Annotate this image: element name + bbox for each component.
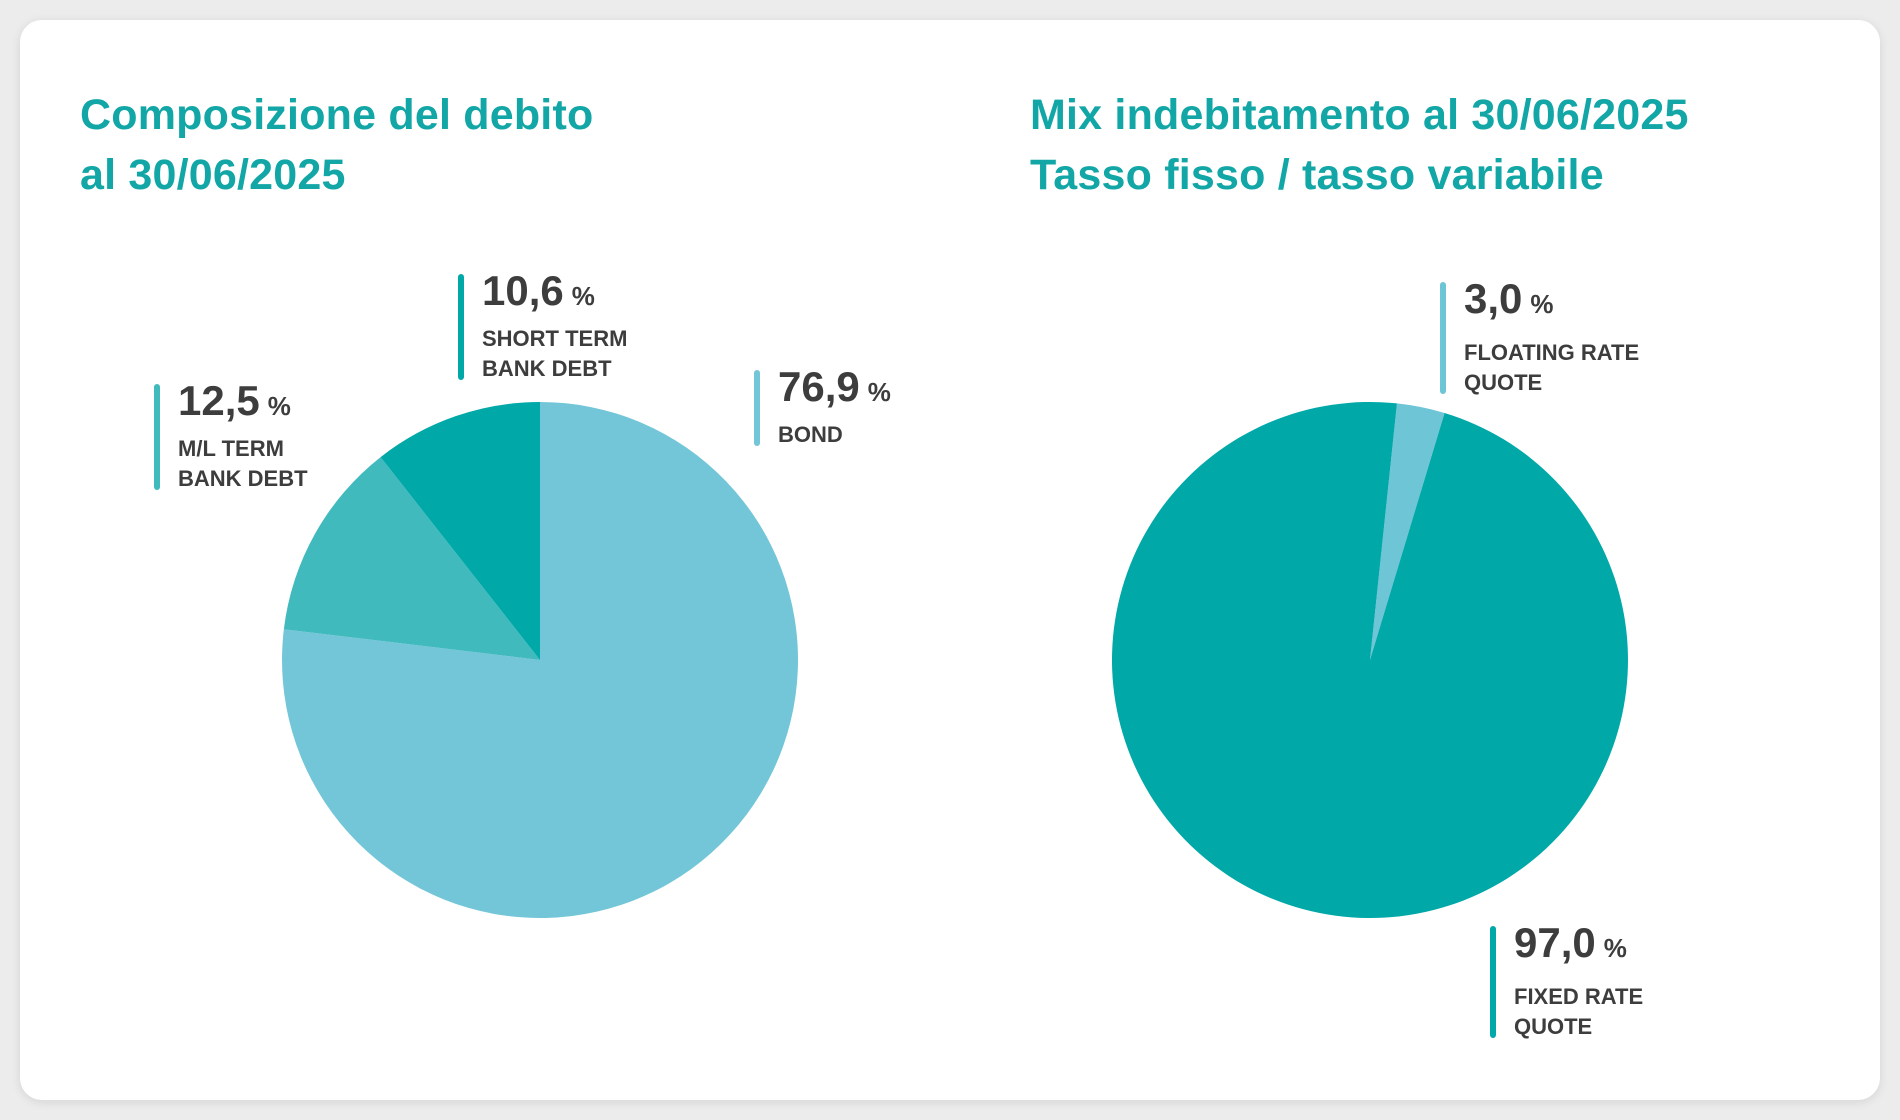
data-label: 76,9%	[778, 364, 891, 420]
slice-label-line: BANK DEBT	[178, 466, 308, 491]
slice-value: 97,0	[1514, 919, 1596, 966]
percent-unit: %	[867, 377, 891, 407]
percent-unit: %	[571, 281, 595, 311]
slice-value: 12,5	[178, 377, 260, 424]
slice-value: 76,9	[778, 363, 860, 410]
callout-marker	[458, 274, 464, 380]
chart-title-line: Tasso fisso / tasso variabile	[1030, 151, 1604, 199]
data-label: 3,0%	[1464, 276, 1639, 332]
callout-marker	[754, 370, 760, 446]
pie-chart-composition	[282, 402, 799, 918]
pie-slice-m-l-term-bank-debt	[283, 457, 540, 660]
percent-unit: %	[267, 391, 291, 421]
pie-slice-short-term-bank-debt	[380, 402, 540, 660]
pie-slice-bond	[282, 402, 799, 918]
callout-marker	[154, 384, 160, 490]
pie-chart-rate-mix	[1111, 401, 1628, 918]
callout-marker	[1440, 282, 1446, 394]
callout-marker	[1490, 926, 1496, 1038]
slice-label-line: QUOTE	[1514, 1014, 1593, 1039]
chart-title-composition: Composizione del debito al 30/06/2025	[80, 85, 593, 205]
slice-label: M/L TERM BANK DEBT	[178, 434, 308, 494]
callout-floating-rate-quote: 3,0% FLOATING RATE QUOTE	[1440, 276, 1639, 398]
slice-label-line: BANK DEBT	[482, 356, 612, 381]
callout-ml-term-bank-debt: 12,5% M/L TERM BANK DEBT	[154, 378, 308, 494]
data-label: 97,0%	[1514, 920, 1643, 976]
slice-label-line: QUOTE	[1464, 370, 1543, 395]
chart-title-rate-mix: Mix indebitamento al 30/06/2025 Tasso fi…	[1030, 85, 1689, 205]
slice-label: BOND	[778, 420, 891, 450]
slice-label-line: FIXED RATE	[1514, 984, 1644, 1009]
chart-card: Composizione del debito al 30/06/2025 Mi…	[20, 20, 1880, 1100]
callout-short-term-bank-debt: 10,6% SHORT TERM BANK DEBT	[458, 268, 627, 384]
slice-value: 3,0	[1464, 275, 1523, 322]
chart-title-line: Composizione del debito	[80, 91, 594, 139]
pie-slice-floating-rate-quote	[1370, 403, 1445, 660]
chart-title-line: al 30/06/2025	[80, 151, 346, 199]
slice-label-line: M/L TERM	[178, 436, 284, 461]
chart-title-line: Mix indebitamento al 30/06/2025	[1030, 91, 1689, 139]
slice-label-line: FLOATING RATE	[1464, 340, 1640, 365]
slice-label-line: BOND	[778, 422, 843, 447]
percent-unit: %	[1530, 289, 1554, 319]
data-label: 10,6%	[482, 268, 627, 324]
percent-unit: %	[1603, 933, 1627, 963]
slice-value: 10,6	[482, 267, 564, 314]
data-label: 12,5%	[178, 378, 308, 434]
slice-label-line: SHORT TERM	[482, 326, 628, 351]
slice-label: FLOATING RATE QUOTE	[1464, 338, 1639, 398]
slice-label: SHORT TERM BANK DEBT	[482, 324, 627, 384]
pie-slice-fixed-rate-quote	[1111, 401, 1628, 918]
slice-label: FIXED RATE QUOTE	[1514, 982, 1643, 1042]
callout-bond: 76,9% BOND	[754, 364, 891, 450]
callout-fixed-rate-quote: 97,0% FIXED RATE QUOTE	[1490, 920, 1643, 1042]
